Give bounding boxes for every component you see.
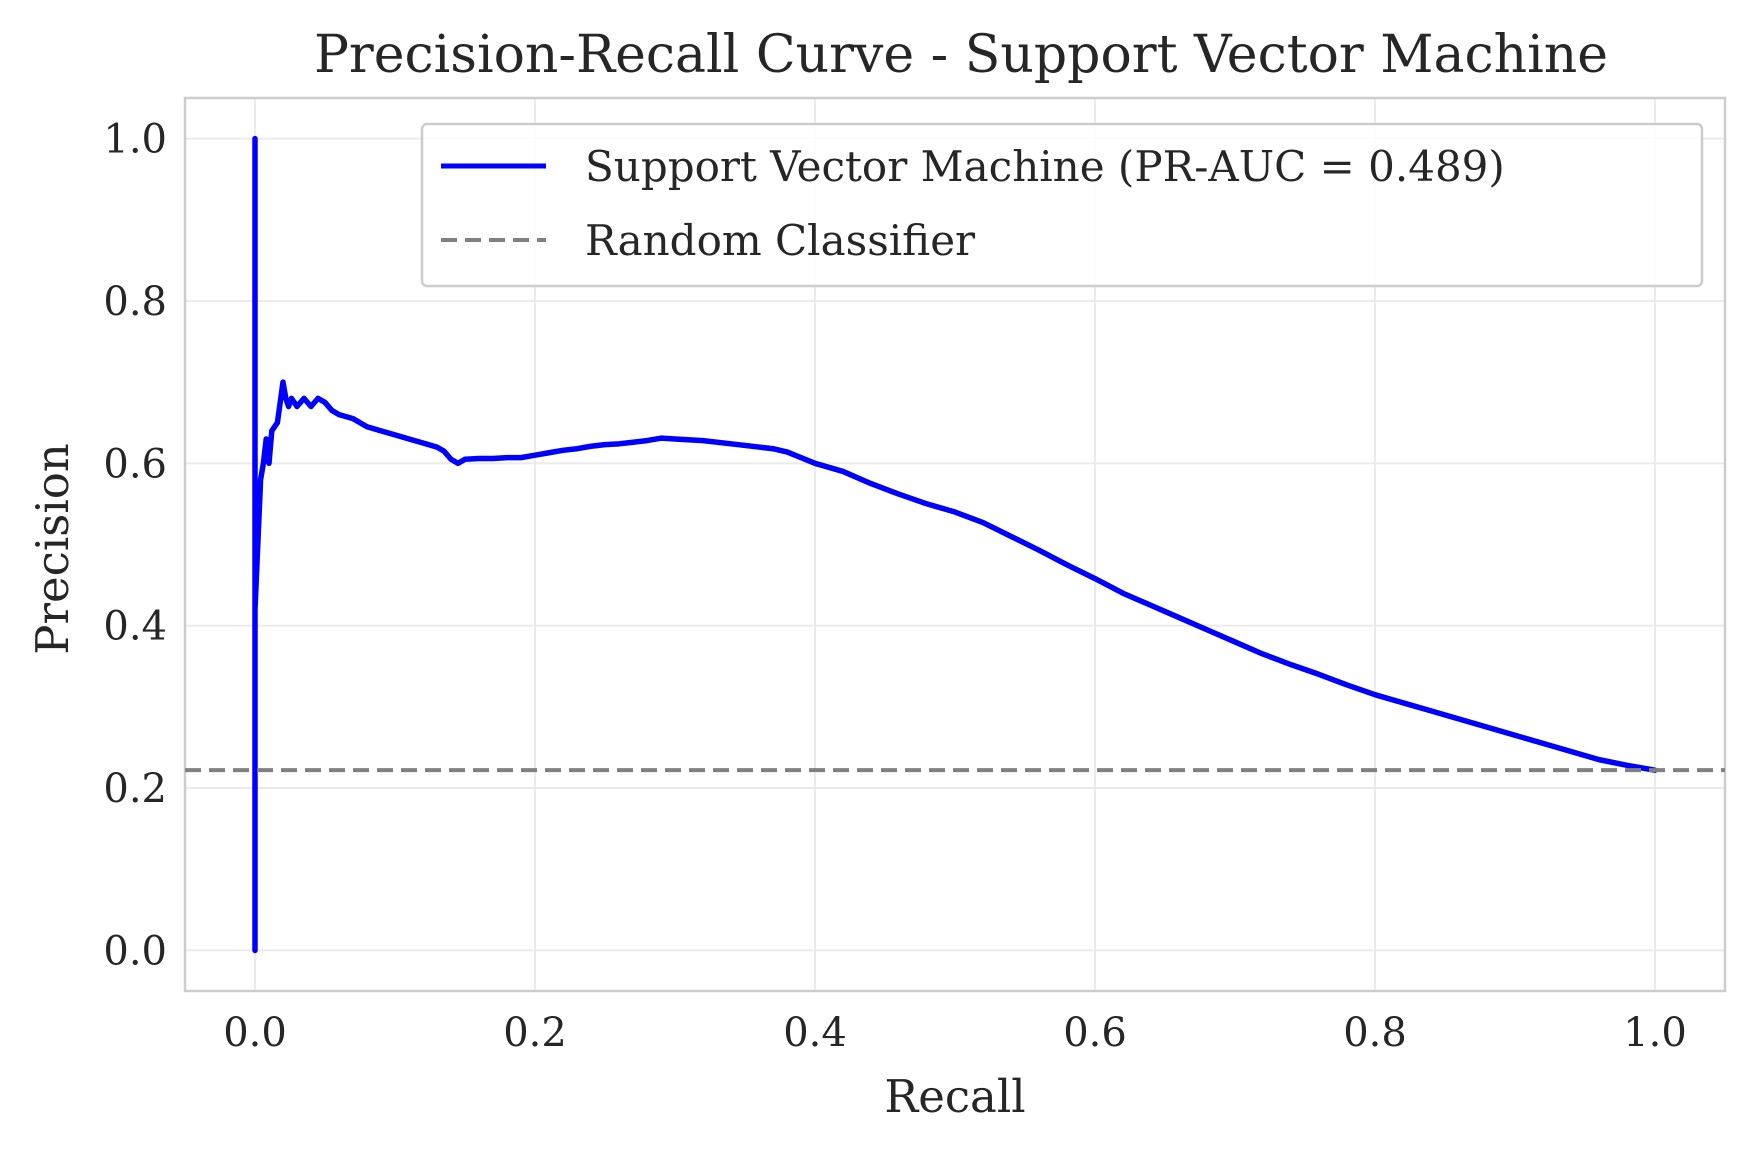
x-tick-label: 0.6 <box>1063 1010 1127 1056</box>
y-tick-label: 0.4 <box>103 604 167 650</box>
y-tick-label: 1.0 <box>103 117 167 163</box>
y-tick-label: 0.6 <box>103 441 167 487</box>
legend: Support Vector Machine (PR-AUC = 0.489) … <box>420 122 1704 288</box>
x-tick-label: 0.2 <box>503 1010 567 1056</box>
svm-pr-curve <box>252 135 1658 954</box>
x-tick-label: 0.0 <box>223 1010 287 1056</box>
legend-box <box>420 122 1704 288</box>
y-tick-label: 0.0 <box>103 928 167 974</box>
series-layer <box>185 135 1725 954</box>
x-tick-label: 1.0 <box>1623 1010 1687 1056</box>
legend-label-random: Random Classifier <box>585 216 976 265</box>
x-axis-label: Recall <box>884 1070 1025 1123</box>
x-tick-label: 0.4 <box>783 1010 847 1056</box>
legend-label-svm: Support Vector Machine (PR-AUC = 0.489) <box>585 142 1505 191</box>
x-tick-labels: 0.0 0.2 0.4 0.6 0.8 1.0 <box>223 1010 1687 1056</box>
y-tick-label: 0.2 <box>103 766 167 812</box>
chart-title: Precision-Recall Curve - Support Vector … <box>314 25 1608 85</box>
y-axis-label: Precision <box>26 443 79 655</box>
x-tick-label: 0.8 <box>1343 1010 1407 1056</box>
y-tick-label: 0.8 <box>103 279 167 325</box>
plot-frame <box>183 96 1727 993</box>
y-tick-labels: 0.0 0.2 0.4 0.6 0.8 1.0 <box>103 117 167 975</box>
